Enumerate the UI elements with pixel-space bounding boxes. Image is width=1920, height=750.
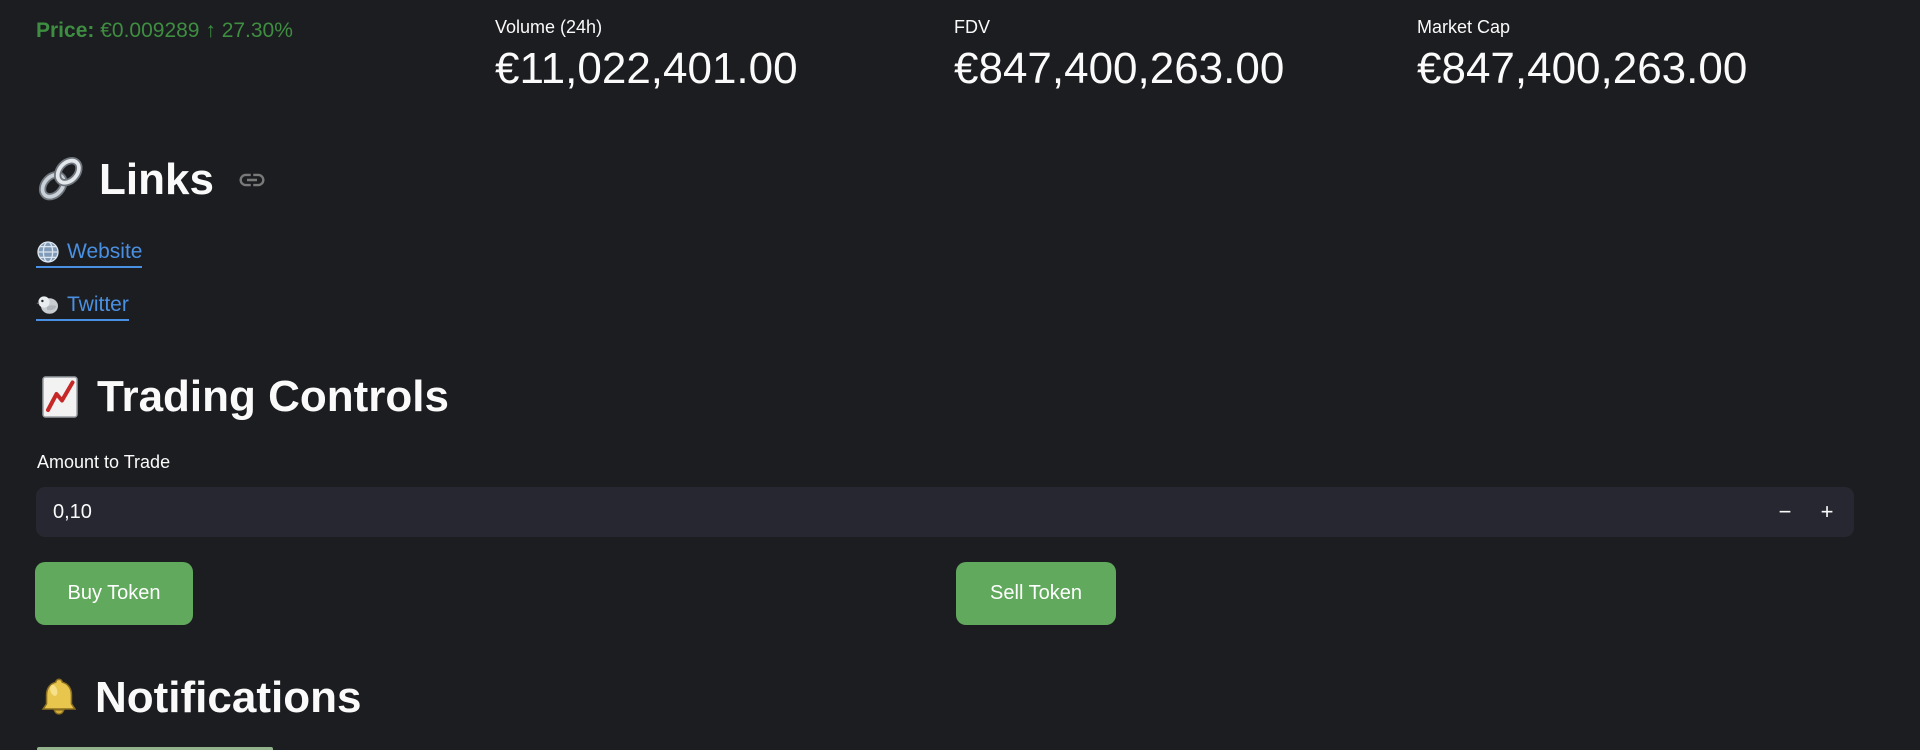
metric-volume-24h: Volume (24h) €11,022,401.00 bbox=[495, 16, 798, 93]
decrement-button[interactable]: − bbox=[1768, 487, 1802, 537]
website-link[interactable]: Website bbox=[36, 240, 143, 268]
price-value: €0.009289 bbox=[100, 19, 200, 42]
notification-card-top-edge bbox=[37, 747, 273, 750]
notifications-title: Notifications bbox=[95, 673, 362, 722]
metric-label: FDV bbox=[954, 17, 990, 37]
metric-label: Volume (24h) bbox=[495, 17, 603, 37]
sell-token-button[interactable]: Sell Token bbox=[956, 562, 1116, 625]
bell-icon bbox=[36, 673, 82, 723]
bird-icon bbox=[36, 293, 60, 317]
twitter-link[interactable]: Twitter bbox=[36, 293, 129, 321]
chart-increasing-icon bbox=[36, 373, 84, 421]
website-link-label: Website bbox=[67, 240, 143, 263]
amount-input[interactable] bbox=[36, 487, 1854, 537]
globe-icon bbox=[36, 240, 60, 264]
metric-market-cap: Market Cap €847,400,263.00 bbox=[1417, 16, 1747, 93]
price-indicator: Price: €0.009289 ↑ 27.30% bbox=[36, 19, 293, 43]
heading-anchor-link-icon[interactable] bbox=[237, 165, 267, 195]
metric-fdv: FDV €847,400,263.00 bbox=[954, 16, 1284, 93]
twitter-link-label: Twitter bbox=[67, 293, 129, 316]
chain-link-emoji-icon bbox=[36, 155, 86, 205]
trading-controls-heading: Trading Controls bbox=[36, 371, 449, 423]
amount-to-trade-label: Amount to Trade bbox=[37, 452, 171, 472]
metric-value: €847,400,263.00 bbox=[1417, 44, 1748, 93]
price-change-percent: 27.30% bbox=[221, 19, 293, 42]
metric-value: €11,022,401.00 bbox=[495, 44, 798, 93]
metric-value: €847,400,263.00 bbox=[954, 44, 1285, 93]
notifications-heading: Notifications bbox=[36, 672, 361, 724]
metric-label: Market Cap bbox=[1417, 17, 1511, 37]
links-section-title: Links bbox=[99, 155, 214, 204]
price-up-arrow-icon: ↑ bbox=[205, 19, 216, 42]
links-section-heading: Links bbox=[36, 154, 267, 206]
amount-number-input-container: − + bbox=[36, 487, 1854, 537]
trading-controls-title: Trading Controls bbox=[97, 372, 449, 421]
buy-token-button[interactable]: Buy Token bbox=[35, 562, 193, 625]
increment-button[interactable]: + bbox=[1810, 487, 1844, 537]
price-label: Price: bbox=[36, 19, 95, 42]
